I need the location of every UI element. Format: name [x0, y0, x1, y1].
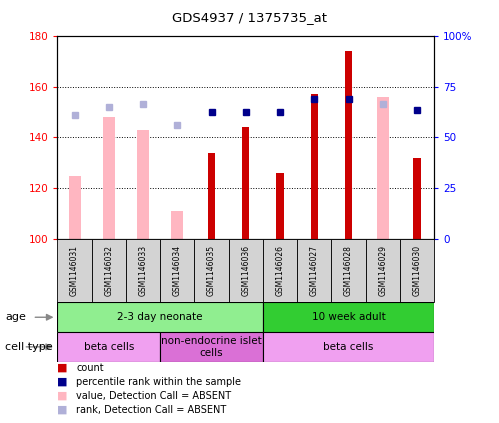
Text: beta cells: beta cells	[83, 342, 134, 352]
Text: non-endocrine islet
cells: non-endocrine islet cells	[161, 336, 262, 358]
Bar	[57, 302, 263, 332]
Bar	[137, 130, 149, 239]
Text: GSM1146027: GSM1146027	[310, 245, 319, 296]
Text: GSM1146035: GSM1146035	[207, 245, 216, 296]
Bar	[126, 239, 160, 302]
Text: cell type: cell type	[5, 342, 52, 352]
Text: age: age	[5, 312, 26, 322]
Text: percentile rank within the sample: percentile rank within the sample	[76, 377, 242, 387]
Bar	[103, 117, 115, 239]
Bar	[160, 332, 263, 362]
Text: GSM1146030: GSM1146030	[413, 245, 422, 296]
Bar	[263, 302, 434, 332]
Bar	[92, 239, 126, 302]
Text: GSM1146031: GSM1146031	[70, 245, 79, 296]
Bar	[171, 211, 183, 239]
Text: beta cells: beta cells	[323, 342, 374, 352]
Text: GSM1146036: GSM1146036	[241, 245, 250, 296]
Text: ■: ■	[57, 363, 68, 373]
Bar	[377, 97, 389, 239]
Bar	[366, 239, 400, 302]
Bar	[57, 332, 160, 362]
Bar	[400, 239, 434, 302]
Bar	[331, 239, 366, 302]
Text: rank, Detection Call = ABSENT: rank, Detection Call = ABSENT	[76, 405, 227, 415]
Bar	[263, 239, 297, 302]
Text: GSM1146029: GSM1146029	[378, 245, 387, 296]
Text: 2-3 day neonate: 2-3 day neonate	[117, 312, 203, 322]
Bar	[263, 332, 434, 362]
Bar	[413, 158, 421, 239]
Text: count: count	[76, 363, 104, 373]
Bar	[68, 176, 80, 239]
Text: ■: ■	[57, 405, 68, 415]
Bar	[160, 239, 195, 302]
Text: ■: ■	[57, 391, 68, 401]
Bar	[276, 173, 283, 239]
Bar	[311, 94, 318, 239]
Bar	[345, 51, 352, 239]
Text: GSM1146032: GSM1146032	[104, 245, 113, 296]
Text: GDS4937 / 1375735_at: GDS4937 / 1375735_at	[172, 11, 327, 24]
Text: value, Detection Call = ABSENT: value, Detection Call = ABSENT	[76, 391, 232, 401]
Bar	[57, 239, 92, 302]
Bar	[229, 239, 263, 302]
Text: ■: ■	[57, 377, 68, 387]
Text: 10 week adult: 10 week adult	[312, 312, 385, 322]
Text: GSM1146034: GSM1146034	[173, 245, 182, 296]
Bar	[242, 127, 250, 239]
Text: GSM1146028: GSM1146028	[344, 245, 353, 296]
Text: GSM1146026: GSM1146026	[275, 245, 284, 296]
Text: GSM1146033: GSM1146033	[139, 245, 148, 296]
Bar	[297, 239, 331, 302]
Bar	[208, 153, 215, 239]
Bar	[195, 239, 229, 302]
